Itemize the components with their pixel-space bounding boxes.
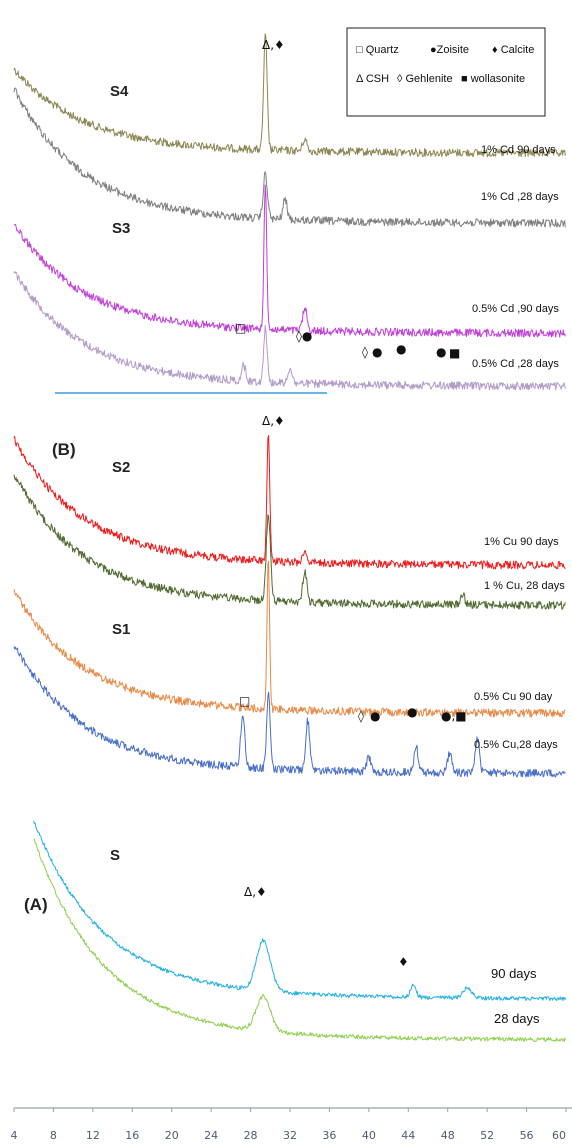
annotation-quartz-s1: □ bbox=[239, 694, 250, 708]
legend: □ Quartz ●Zoisite ♦ Calcite Δ CSH ◊ Gehl… bbox=[346, 27, 546, 117]
x-tick-label: 44 bbox=[401, 1129, 415, 1142]
x-tick-label: 60 bbox=[552, 1129, 566, 1142]
annotation-csh-calcite-b: Δ,♦ bbox=[262, 414, 285, 428]
x-tick-label: 4 bbox=[11, 1129, 18, 1142]
x-tick-label: 36 bbox=[322, 1129, 336, 1142]
series-label-1cu-90: 1% Cu 90 days bbox=[484, 536, 559, 548]
annotation-zoisite-s3-a: ● bbox=[372, 345, 382, 359]
panel-label-a: (A) bbox=[24, 895, 48, 914]
annotation-csh-calcite-a: Δ,♦ bbox=[244, 885, 267, 899]
series-line-90-days bbox=[33, 820, 567, 1002]
annotation-gehlenite-zoisite-s3: ◊● bbox=[296, 329, 312, 343]
annotation-quartz-s3: □ bbox=[235, 321, 246, 335]
legend-box bbox=[346, 27, 546, 117]
x-tick-label: 28 bbox=[244, 1129, 258, 1142]
x-tick-label: 32 bbox=[283, 1129, 297, 1142]
series-line-28-days bbox=[33, 838, 567, 1042]
panel-label-s4: S4 bbox=[110, 83, 129, 100]
x-tick-label: 40 bbox=[362, 1129, 376, 1142]
legend-entry-wollasonite: ■ wollasonite bbox=[461, 73, 525, 85]
panel-label-s2: S2 bbox=[112, 459, 130, 476]
legend-entry-calcite: ♦ Calcite bbox=[492, 44, 534, 56]
x-tick-label: 24 bbox=[204, 1129, 218, 1142]
series-label-90-days: 90 days bbox=[491, 966, 537, 981]
series-label-1cu-28: 1 % Cu, 28 days bbox=[484, 580, 565, 592]
panel-label-s3: S3 bbox=[112, 220, 130, 237]
annotation-zoisite-s1-a: ● bbox=[370, 709, 380, 723]
series-line-0-5-cd-90-days bbox=[13, 184, 566, 338]
panel-label-s1: S1 bbox=[112, 621, 130, 638]
series-label-1cd-90: 1% Cd 90 days bbox=[481, 144, 556, 156]
series-label-28-days: 28 days bbox=[494, 1011, 540, 1026]
x-tick-label: 8 bbox=[50, 1129, 57, 1142]
series-line-1-cd-90-days bbox=[13, 33, 566, 158]
panel-label-b: (B) bbox=[52, 440, 76, 459]
legend-entry-gehlenite: ◊ Gehlenite bbox=[397, 73, 453, 85]
series-line-0-5-cu-90-day bbox=[13, 560, 566, 718]
series-line-1-cu-28-days bbox=[13, 474, 566, 610]
x-tick-label: 12 bbox=[86, 1129, 100, 1142]
annotation-zoisite-s1-b: ● bbox=[407, 705, 417, 719]
annotation-zoisite-s3-b: ● bbox=[396, 342, 406, 356]
annotation-zoisite-s3-c: ● bbox=[436, 345, 446, 359]
series-line-0-5-cu-28-days bbox=[13, 646, 566, 778]
legend-entry-csh: Δ CSH bbox=[356, 73, 389, 85]
annotation-gehlenite-s1: ◊ bbox=[358, 709, 364, 723]
series-label-05cd-28: 0.5% Cd ,28 days bbox=[472, 358, 559, 370]
annotation-zoisite-wollasonite-s1: ●,■ bbox=[441, 709, 467, 723]
legend-entry-quartz: □ Quartz bbox=[356, 44, 399, 56]
x-tick-label: 52 bbox=[480, 1129, 494, 1142]
series-line-0-5-cd-28-days bbox=[13, 271, 566, 391]
annotation-wollasonite-s3: ■ bbox=[449, 346, 460, 360]
series-label-1cd-28: 1% Cd ,28 days bbox=[481, 191, 559, 203]
series-label-05cu-90: 0.5% Cu 90 day bbox=[474, 691, 553, 703]
annotation-calcite-a: ♦ bbox=[398, 955, 409, 969]
annotation-gehlenite-s3: ◊ bbox=[362, 345, 368, 359]
legend-entry-zoisite: ●Zoisite bbox=[430, 44, 469, 56]
series-line-1-cd-28-days bbox=[13, 87, 566, 228]
x-tick-label: 48 bbox=[441, 1129, 455, 1142]
x-tick-label: 56 bbox=[520, 1129, 534, 1142]
annotation-csh-calcite-top: Δ,♦ bbox=[262, 38, 285, 52]
series-label-05cu-28: 0.5% Cu,28 days bbox=[474, 739, 558, 751]
series-line-1-cu-90-days bbox=[13, 435, 566, 570]
series-layer bbox=[13, 33, 567, 1042]
panel-label-s: S bbox=[110, 847, 120, 864]
series-label-05cd-90: 0.5% Cd ,90 days bbox=[472, 303, 559, 315]
x-tick-label: 20 bbox=[165, 1129, 179, 1142]
x-axis-ticks: 4 8 12 16 20 24 28 32 36 40 44 48 52 56 60 bbox=[11, 1108, 567, 1142]
x-tick-label: 16 bbox=[125, 1129, 139, 1142]
